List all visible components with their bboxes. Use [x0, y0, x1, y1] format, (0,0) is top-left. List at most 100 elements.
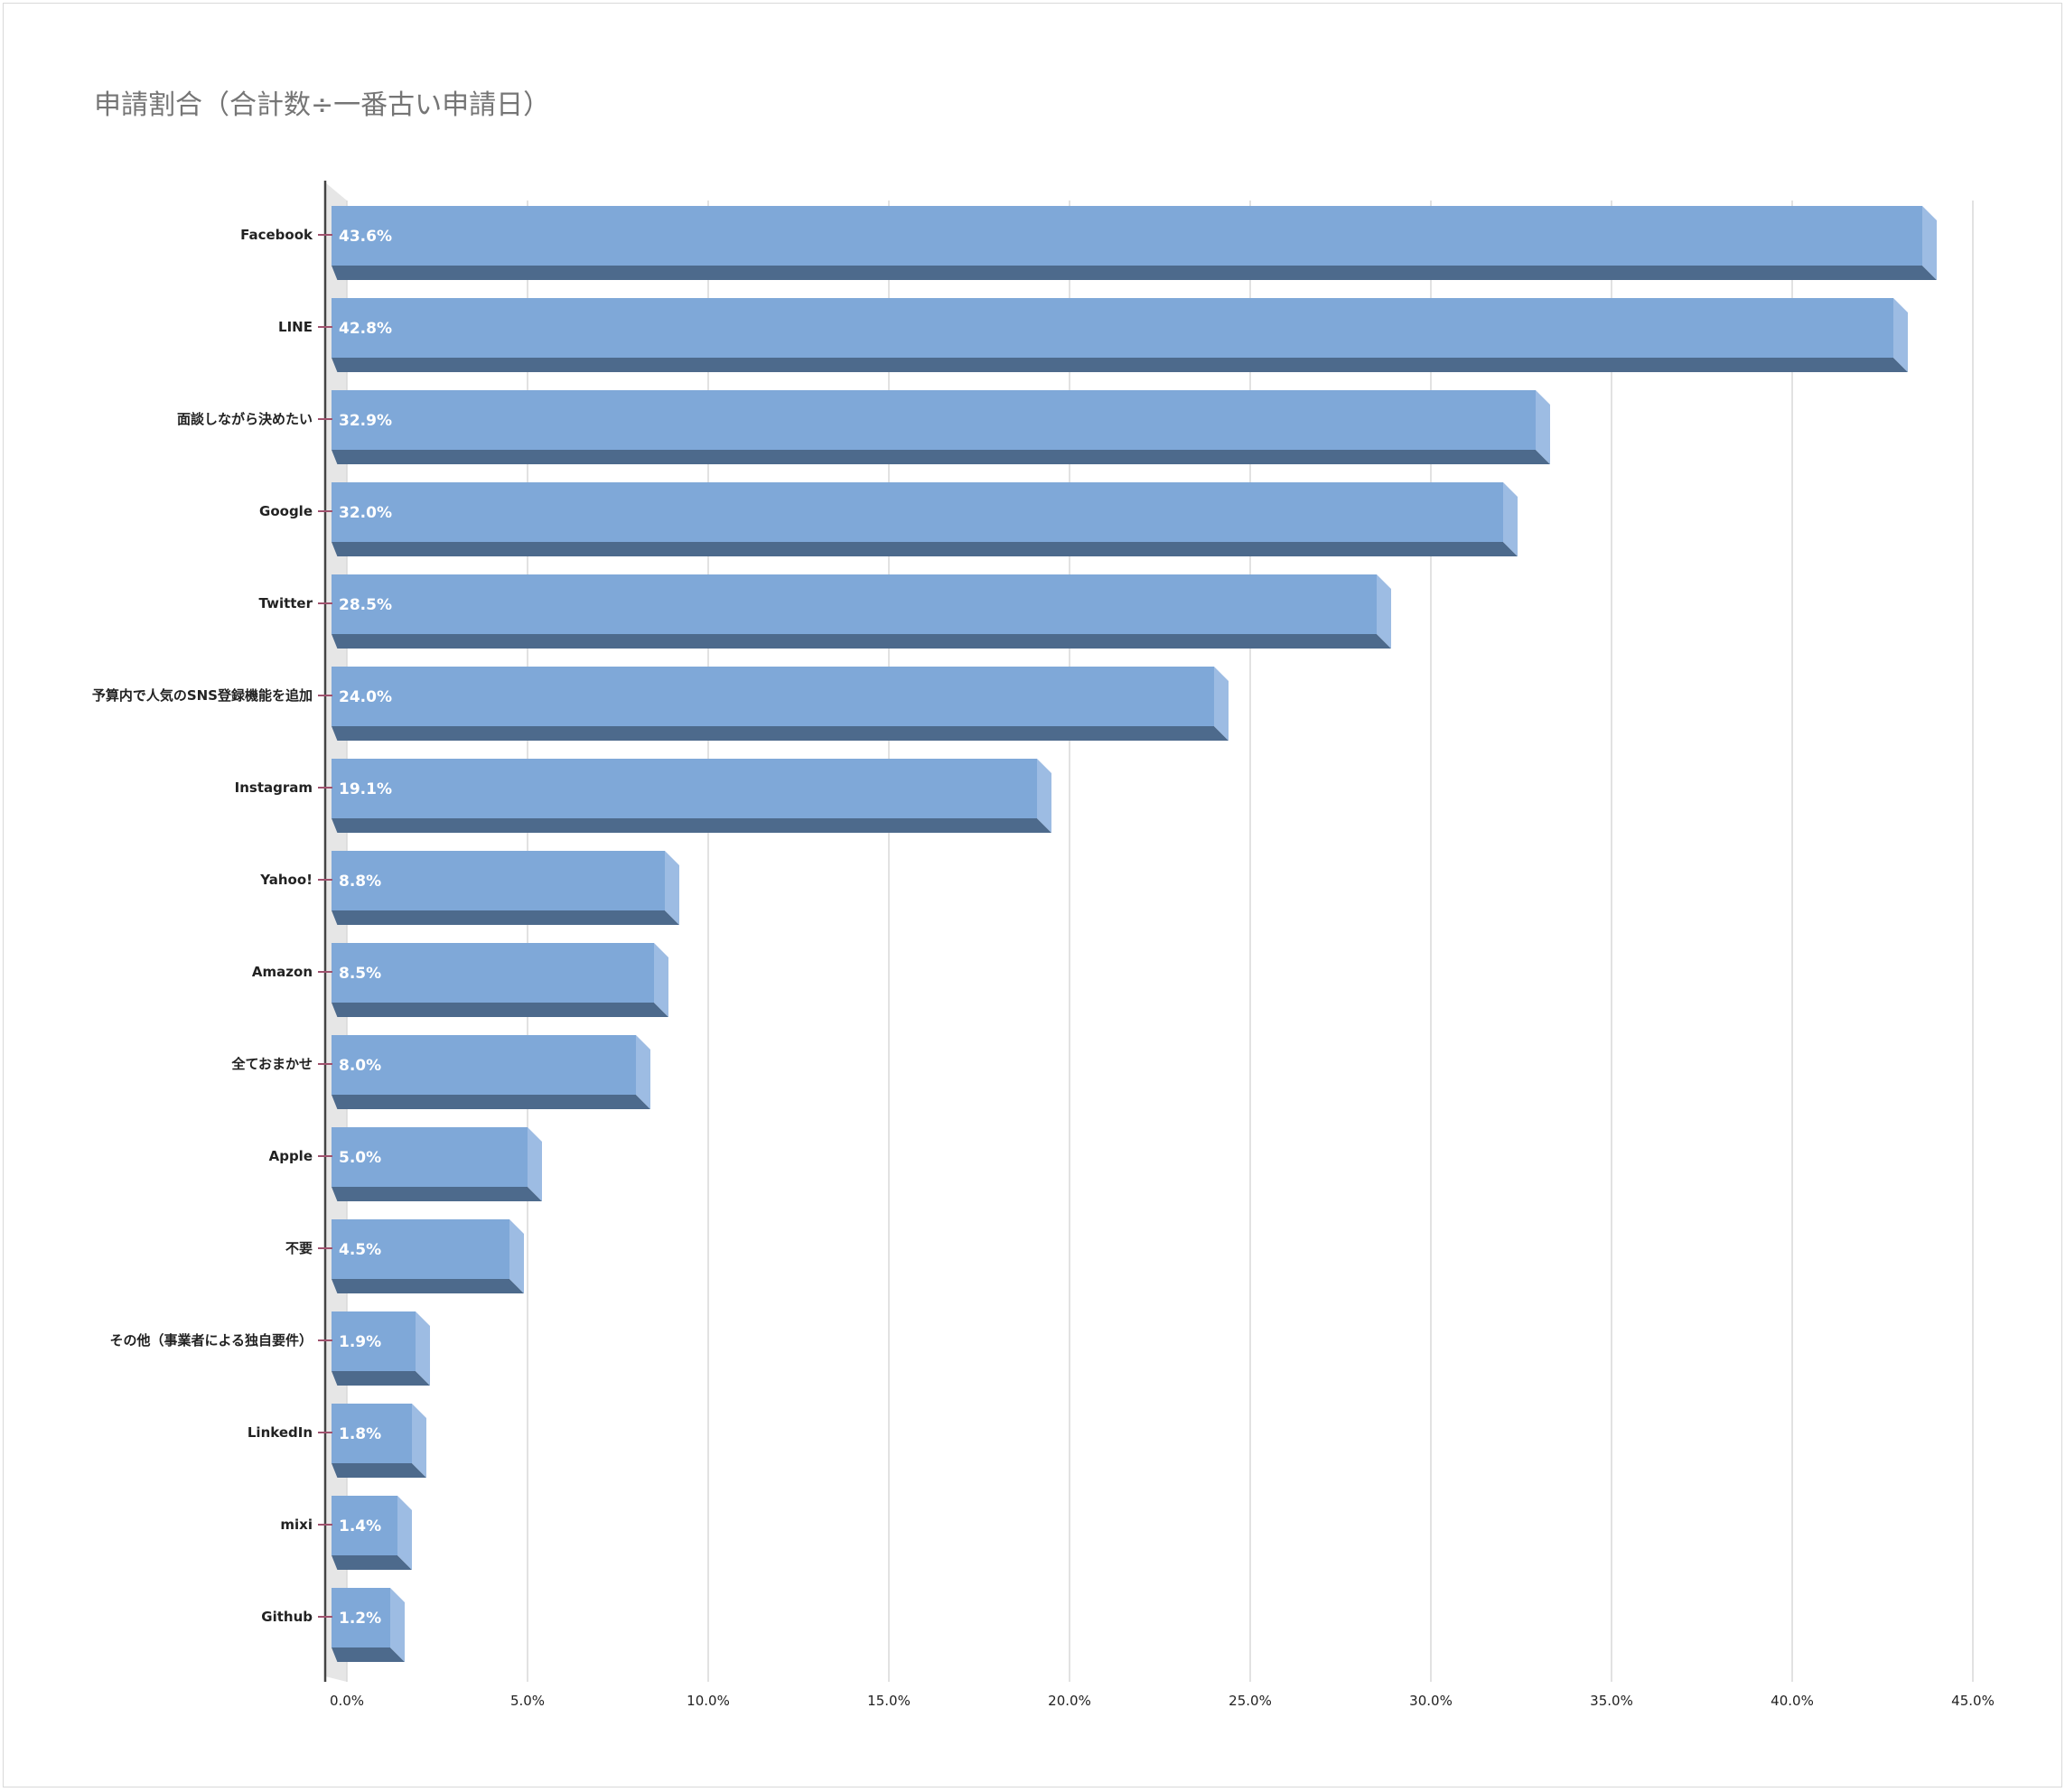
bar-side-face: [390, 1588, 405, 1662]
bar: 5.0%: [332, 1127, 542, 1201]
bar-bottom-face: [332, 358, 1908, 372]
category-label: 不要: [285, 1240, 313, 1256]
bar: 42.8%: [332, 298, 1908, 372]
bar: 1.8%: [332, 1404, 426, 1478]
x-tick-label: 30.0%: [1409, 1693, 1453, 1709]
bar-side-face: [1536, 390, 1550, 464]
bar-bottom-face: [332, 1003, 668, 1017]
bar-bottom-face: [332, 910, 679, 925]
bar-front-face: [332, 1311, 416, 1371]
category-label: Facebook: [240, 227, 313, 243]
bar-front-face: [332, 1588, 390, 1647]
bar-side-face: [654, 943, 668, 1017]
bar-bottom-face: [332, 450, 1550, 464]
bar-front-face: [332, 298, 1893, 358]
bar-bottom-face: [332, 266, 1937, 280]
x-tick-label: 20.0%: [1048, 1693, 1091, 1709]
data-label: 24.0%: [339, 688, 392, 706]
bar-side-face: [397, 1496, 412, 1570]
bar-side-face: [1377, 574, 1391, 649]
bar: 32.9%: [332, 390, 1550, 464]
x-tick-label: 25.0%: [1229, 1693, 1272, 1709]
bar-front-face: [332, 1496, 397, 1555]
bar-bottom-face: [332, 1463, 426, 1478]
x-tick-label: 5.0%: [510, 1693, 545, 1709]
category-labels: Facebook LINE 面談しながら決めたい Google Twitter 予算内で人…: [92, 227, 332, 1625]
category-label: Twitter: [259, 595, 313, 611]
bar-front-face: [332, 1219, 509, 1279]
x-axis-ticks: 0.0% 5.0% 10.0% 15.0% 20.0% 25.0% 30.0% 35.0% 40…: [330, 1693, 1995, 1709]
category-label: その他（事業者による独自要件）: [109, 1332, 313, 1349]
x-tick-label: 15.0%: [867, 1693, 911, 1709]
bar-front-face: [332, 206, 1922, 266]
data-label: 19.1%: [339, 780, 392, 798]
bar-front-face: [332, 1127, 528, 1187]
bars: 43.6% 42.8% 32.9% 32.0% 28.5% 24.0% 19.1% 8.8% 8…: [332, 206, 1937, 1662]
category-label: LINE: [278, 319, 313, 335]
category-label: 全ておまかせ: [230, 1056, 313, 1072]
data-label: 1.4%: [339, 1517, 381, 1535]
data-label: 32.0%: [339, 504, 392, 522]
x-tick-label: 35.0%: [1590, 1693, 1633, 1709]
data-label: 42.8%: [339, 320, 392, 338]
data-label: 5.0%: [339, 1149, 381, 1167]
data-label: 8.8%: [339, 873, 381, 891]
bar-bottom-face: [332, 1187, 542, 1201]
category-label: 面談しながら決めたい: [177, 411, 313, 427]
bar: 19.1%: [332, 759, 1051, 833]
bar-side-face: [1922, 206, 1937, 280]
category-label: Apple: [269, 1148, 313, 1164]
bar-front-face: [332, 1035, 636, 1095]
category-label: 予算内で人気のSNS登録機能を追加: [92, 687, 313, 704]
x-tick-label: 40.0%: [1771, 1693, 1814, 1709]
bar: 1.9%: [332, 1311, 430, 1386]
bar-front-face: [332, 574, 1377, 634]
bar-side-face: [1503, 482, 1518, 556]
data-label: 43.6%: [339, 228, 392, 246]
bar: 43.6%: [332, 206, 1937, 280]
x-tick-label: 0.0%: [330, 1693, 364, 1709]
bar-front-face: [332, 943, 654, 1003]
bar-side-face: [1893, 298, 1908, 372]
bar-side-face: [636, 1035, 650, 1109]
bar: 1.2%: [332, 1588, 405, 1662]
bar-bottom-face: [332, 1279, 524, 1293]
bar-side-face: [509, 1219, 524, 1293]
bar: 8.0%: [332, 1035, 650, 1109]
bar: 28.5%: [332, 574, 1391, 649]
bar-front-face: [332, 667, 1214, 726]
bar: 24.0%: [332, 667, 1229, 741]
bar-front-face: [332, 390, 1536, 450]
bar-bottom-face: [332, 1095, 650, 1109]
data-label: 1.8%: [339, 1425, 381, 1443]
wall-side: [325, 182, 347, 1682]
bar-bottom-face: [332, 1371, 430, 1386]
x-tick-label: 45.0%: [1951, 1693, 1995, 1709]
bar: 8.8%: [332, 851, 679, 925]
data-label: 28.5%: [339, 596, 392, 614]
bar-bottom-face: [332, 726, 1229, 741]
bar: 8.5%: [332, 943, 668, 1017]
bar-bottom-face: [332, 1647, 405, 1662]
data-label: 4.5%: [339, 1241, 381, 1259]
category-label: Instagram: [235, 779, 313, 796]
bar-front-face: [332, 759, 1037, 818]
chart-title: 申請割合（合計数÷一番古い申請日）: [94, 89, 550, 121]
bar: 1.4%: [332, 1496, 412, 1570]
data-label: 8.5%: [339, 965, 381, 983]
category-label: LinkedIn: [248, 1424, 313, 1441]
data-label: 1.2%: [339, 1610, 381, 1628]
data-label: 1.9%: [339, 1333, 381, 1351]
category-label: mixi: [280, 1517, 313, 1533]
bar-bottom-face: [332, 542, 1518, 556]
category-label: Amazon: [252, 964, 313, 980]
bar-bottom-face: [332, 634, 1391, 649]
bar-bottom-face: [332, 1555, 412, 1570]
bar-front-face: [332, 851, 665, 910]
plot-wall: [325, 182, 347, 1682]
data-label: 32.9%: [339, 412, 392, 430]
bar-side-face: [416, 1311, 430, 1386]
x-tick-label: 10.0%: [687, 1693, 730, 1709]
bar-front-face: [332, 1404, 412, 1463]
